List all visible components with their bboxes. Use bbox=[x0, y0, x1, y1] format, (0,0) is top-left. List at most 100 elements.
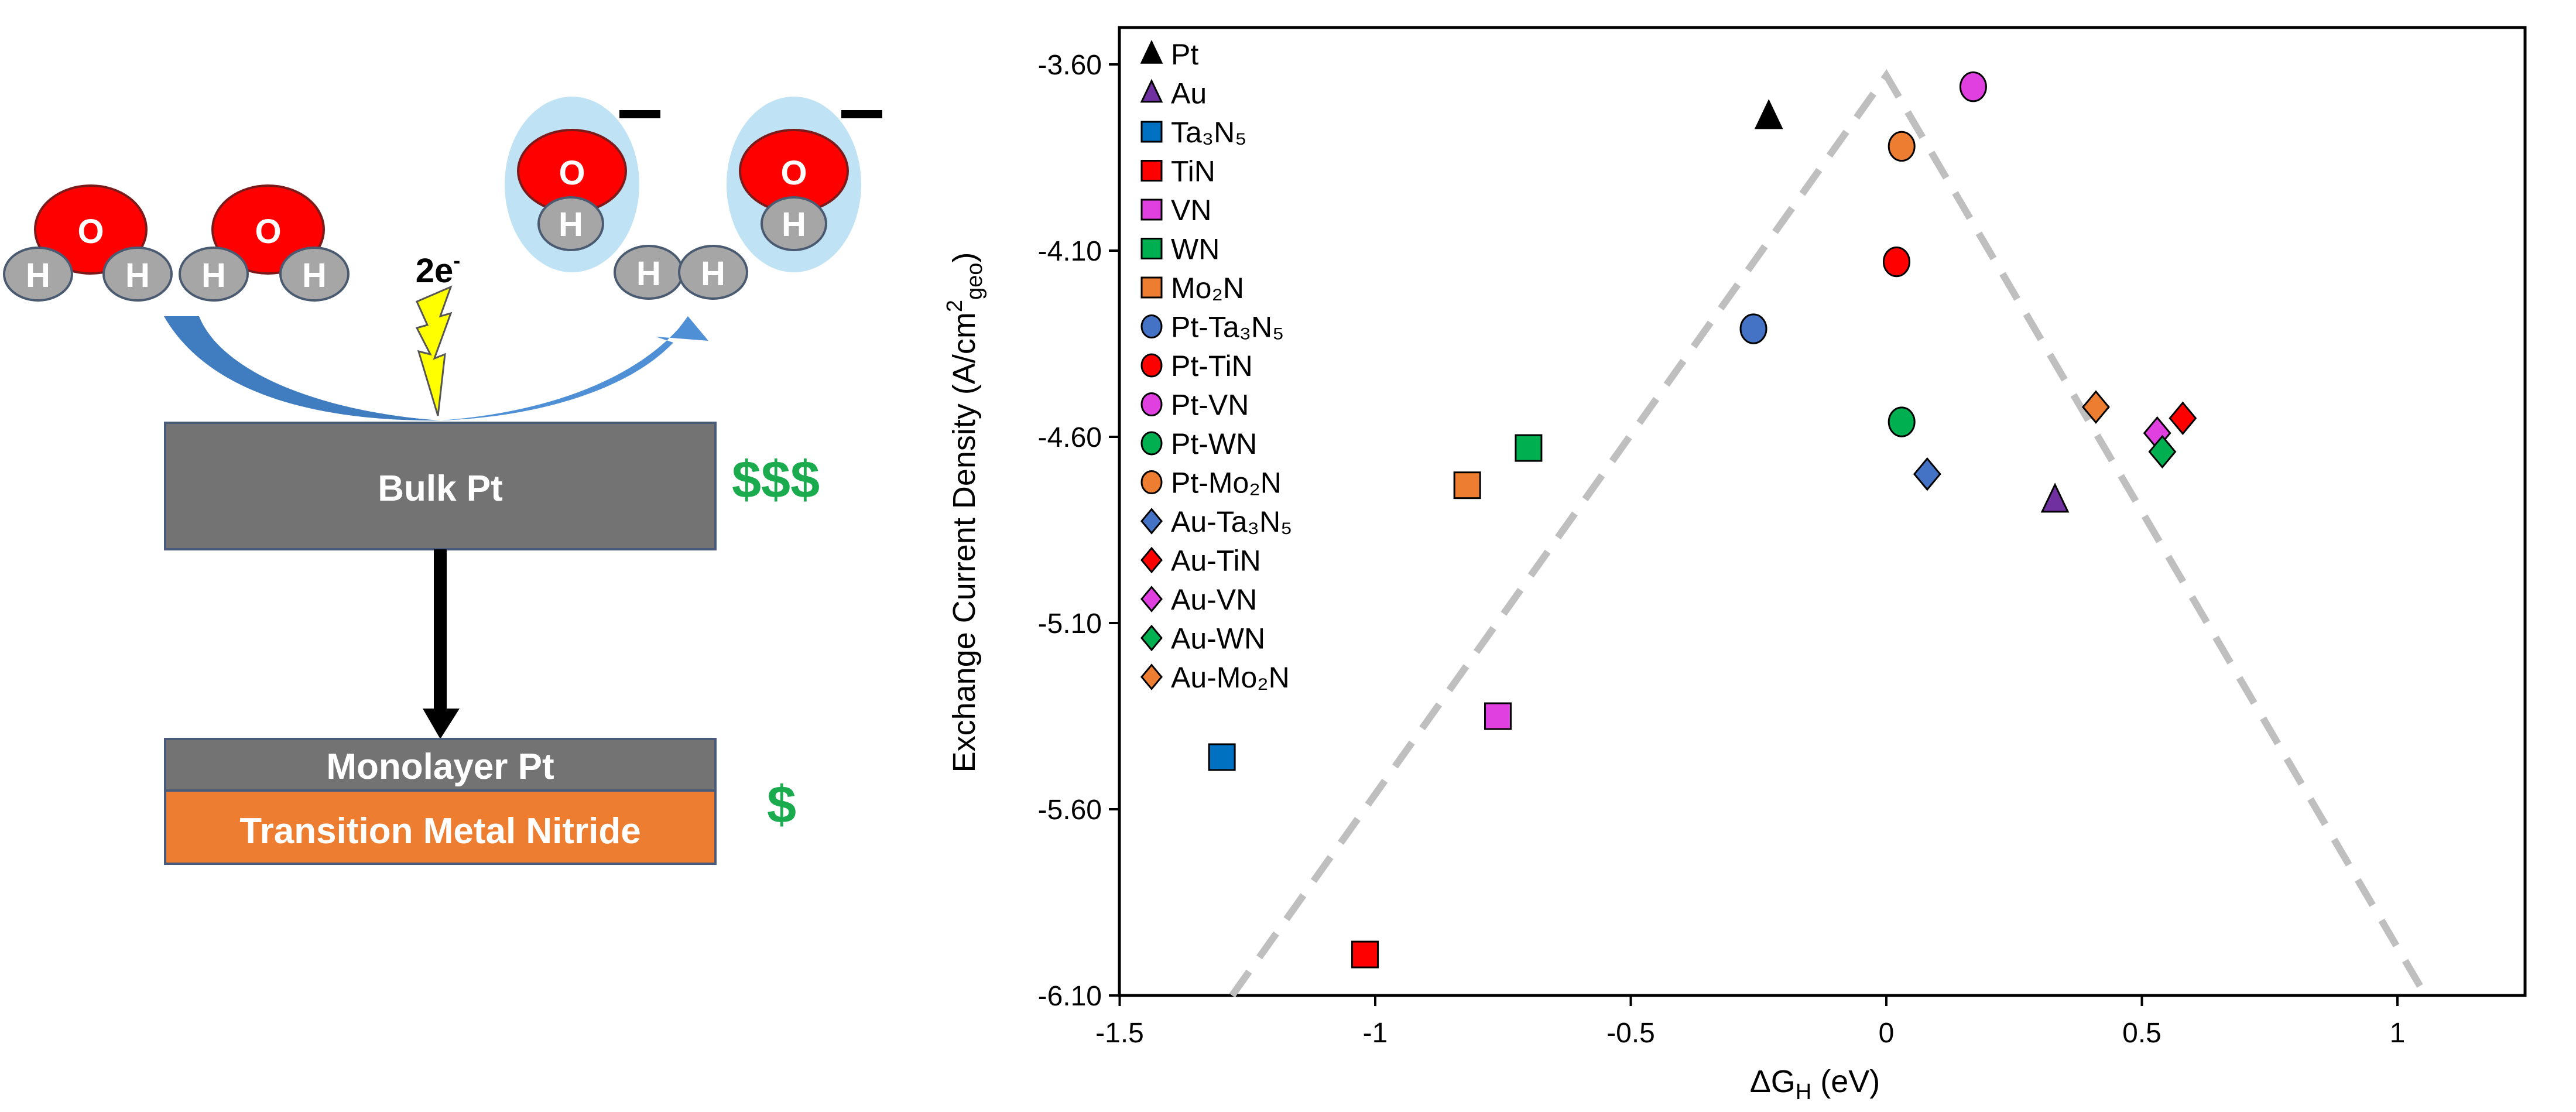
data-point-au bbox=[2040, 483, 2070, 513]
bulk-pt-label: Bulk Pt bbox=[378, 468, 503, 509]
legend-label: Pt-TiN bbox=[1171, 350, 1253, 382]
y-tick-label: -6.10 bbox=[1038, 981, 1102, 1012]
data-point-au-mo2n bbox=[2081, 390, 2110, 424]
hydrogen-label: H bbox=[26, 256, 50, 295]
hydrogen-molecule: H H bbox=[614, 245, 748, 300]
data-point-pt-mo2n bbox=[1888, 131, 1916, 162]
y-tick-label: -4.10 bbox=[1038, 236, 1102, 267]
monolayer-pt-label: Monolayer Pt bbox=[326, 747, 554, 787]
legend-marker-vn bbox=[1140, 199, 1163, 221]
legend-marker-mo2n bbox=[1140, 276, 1163, 299]
x-tick-label: 0.5 bbox=[2122, 1018, 2161, 1049]
legend-marker-pt-wn bbox=[1140, 431, 1163, 456]
legend-label: Au-Ta₃N₅ bbox=[1171, 505, 1292, 538]
data-point-au-tin bbox=[2169, 401, 2197, 435]
data-point-tin bbox=[1351, 940, 1379, 969]
catalyst-schematic: O H H O H H O H O H H H 2e- Bulk bbox=[3, 97, 882, 865]
legend-marker-au-tin bbox=[1140, 546, 1163, 574]
legend-label: TiN bbox=[1171, 155, 1215, 188]
bulk-pt-block bbox=[164, 422, 717, 550]
hydroxide-ion: O H bbox=[727, 97, 882, 272]
monolayer-cost-label: $ bbox=[767, 776, 796, 834]
lightning-icon bbox=[415, 285, 453, 416]
legend-label: Au-Mo₂N bbox=[1171, 661, 1290, 694]
data-point-mo2n bbox=[1453, 471, 1481, 499]
legend-marker-au bbox=[1140, 78, 1163, 103]
legend-label: Pt bbox=[1171, 38, 1198, 71]
hydrogen-label: H bbox=[201, 256, 226, 295]
product-arrow-icon bbox=[440, 316, 708, 420]
legend-label: Pt-Mo₂N bbox=[1171, 467, 1282, 499]
legend-marker-tin bbox=[1140, 160, 1163, 182]
legend-marker-pt-vn bbox=[1140, 392, 1163, 417]
plot-area bbox=[1118, 26, 2527, 997]
water-molecule: O H H bbox=[179, 184, 350, 302]
legend: Pt Au Ta₃N₅ TiN VN WN Mo₂N Pt-Ta₃N₅ Pt-TiN Pt-VN P… bbox=[1140, 38, 1292, 694]
negative-charge-icon bbox=[841, 110, 882, 118]
y-tick-label: -3.60 bbox=[1038, 50, 1102, 81]
y-tick-label: -5.60 bbox=[1038, 795, 1102, 826]
x-tick-label: -1 bbox=[1363, 1018, 1388, 1049]
x-tick-label: 0 bbox=[1879, 1018, 1895, 1049]
bulk-cost-label: $$$ bbox=[732, 451, 820, 509]
oxygen-label: O bbox=[77, 213, 104, 251]
hydrogen-label: H bbox=[782, 206, 806, 244]
legend-label: Ta₃N₅ bbox=[1171, 116, 1246, 149]
legend-marker-pt-mo2n bbox=[1140, 470, 1163, 495]
data-point-ta3n5 bbox=[1208, 743, 1236, 771]
legend-label: WN bbox=[1171, 233, 1220, 266]
hydrogen-label: H bbox=[701, 255, 725, 293]
negative-charge-icon bbox=[619, 110, 660, 118]
x-axis-label: ΔGH (eV) bbox=[1750, 1064, 1880, 1104]
water-molecule: O H H bbox=[3, 184, 173, 302]
legend-label: Pt-VN bbox=[1171, 389, 1249, 422]
legend-label: Mo₂N bbox=[1171, 272, 1244, 304]
legend-marker-pt-ta3n5 bbox=[1140, 314, 1163, 339]
hydrogen-label: H bbox=[302, 256, 327, 295]
legend-label: VN bbox=[1171, 194, 1211, 227]
data-point-au-ta3n5 bbox=[1913, 457, 1941, 491]
down-arrow-icon bbox=[423, 709, 460, 739]
y-tick-label: -5.10 bbox=[1038, 608, 1102, 639]
hydroxide-ion: O H bbox=[505, 97, 660, 272]
legend-marker-au-mo2n bbox=[1140, 663, 1163, 690]
oxygen-label: O bbox=[255, 213, 281, 251]
volcano-line bbox=[1229, 69, 2429, 998]
nitride-label: Transition Metal Nitride bbox=[239, 811, 641, 851]
hydrogen-label: H bbox=[125, 256, 150, 295]
x-tick-label: -1.5 bbox=[1095, 1018, 1144, 1049]
data-point-vn bbox=[1484, 702, 1512, 730]
electron-label: 2e- bbox=[416, 248, 461, 290]
x-tick-label: -0.5 bbox=[1606, 1018, 1655, 1049]
oxygen-label: O bbox=[559, 154, 585, 192]
legend-marker-pt-tin bbox=[1140, 353, 1163, 378]
data-point-wn bbox=[1515, 434, 1543, 462]
legend-label: Au-VN bbox=[1171, 583, 1257, 616]
legend-marker-pt bbox=[1140, 40, 1163, 64]
legend-label: Au bbox=[1171, 77, 1207, 110]
data-point-pt bbox=[1754, 99, 1783, 129]
hydrogen-label: H bbox=[559, 206, 583, 244]
data-point-pt-ta3n5 bbox=[1739, 313, 1767, 344]
y-tick-label: -4.60 bbox=[1038, 422, 1102, 453]
x-tick-label: 1 bbox=[2390, 1018, 2406, 1049]
legend-marker-au-ta3n5 bbox=[1140, 508, 1163, 535]
legend-label: Pt-Ta₃N₅ bbox=[1171, 311, 1284, 344]
legend-label: Au-WN bbox=[1171, 622, 1265, 655]
legend-marker-wn bbox=[1140, 238, 1163, 259]
data-point-au-wn bbox=[2148, 434, 2177, 469]
legend-label: Au-TiN bbox=[1171, 545, 1261, 577]
legend-marker-au-vn bbox=[1140, 586, 1163, 613]
legend-marker-ta3n5 bbox=[1140, 121, 1163, 143]
data-point-pt-tin bbox=[1882, 246, 1910, 278]
nitride-block bbox=[164, 789, 717, 865]
reactant-arrow-icon bbox=[164, 316, 440, 421]
oxygen-label: O bbox=[780, 154, 807, 192]
legend-label: Pt-WN bbox=[1171, 427, 1257, 460]
hydrogen-label: H bbox=[636, 255, 661, 293]
data-point-pt-wn bbox=[1888, 406, 1916, 437]
legend-marker-au-wn bbox=[1140, 624, 1163, 652]
data-point-pt-vn bbox=[1959, 71, 1987, 102]
y-axis-label: Exchange Current Density (A/cm2geo) bbox=[943, 252, 987, 773]
